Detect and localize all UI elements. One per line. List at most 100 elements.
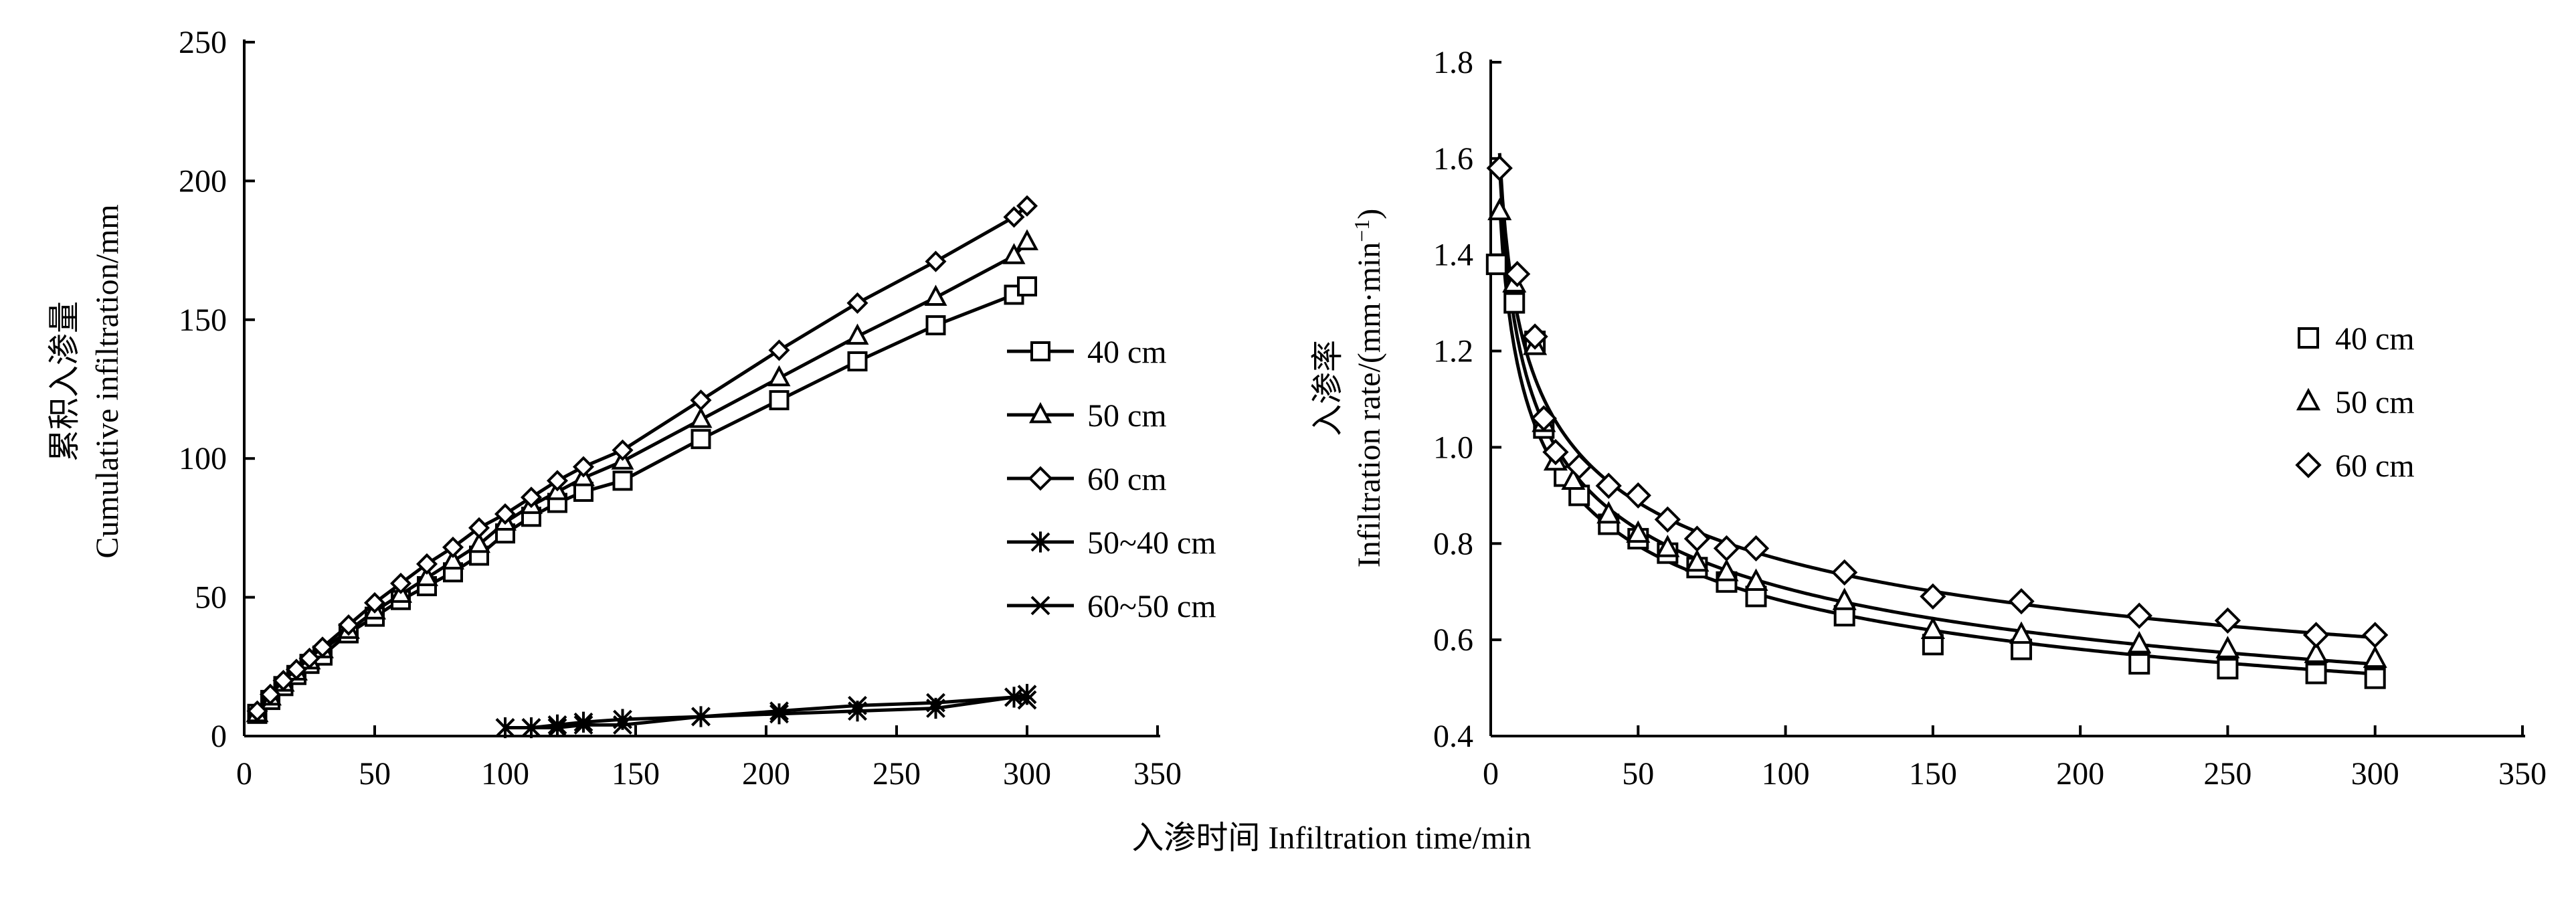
data-point [389, 572, 412, 594]
left-axes: 0 50 100 150 200 250 300 350 0 50 100 150 200 250 [179, 25, 1182, 792]
data-point [1530, 405, 1557, 432]
left-x-tick-label: 300 [1003, 756, 1051, 792]
data-point [1596, 501, 1621, 524]
data-point [1595, 472, 1622, 499]
left-legend: 40 cm 50 cm 60 cm 50~40 cm 60~50 cm [1007, 335, 1216, 624]
right-x-tick-label: 100 [1762, 756, 1810, 792]
right-y-title-cn: 入渗率 [1310, 340, 1346, 436]
legend-marker [1030, 341, 1050, 361]
series-line [256, 204, 1028, 713]
right-y-tick-label: 0.4 [1433, 719, 1473, 754]
data-point [1920, 616, 1945, 639]
left-x-tick-label: 350 [1133, 756, 1182, 792]
right-x-tick-label: 150 [1909, 756, 1957, 792]
data-point [259, 683, 282, 705]
data-point [1654, 506, 1681, 533]
data-point [495, 718, 515, 737]
data-point [613, 715, 632, 735]
data-point [1002, 243, 1026, 264]
data-point [2009, 621, 2034, 644]
data-point [2127, 631, 2152, 654]
left-y-tick-label: 0 [211, 719, 227, 754]
legend-marker [2298, 327, 2319, 349]
left-x-tick-label: 250 [872, 756, 921, 792]
data-point [521, 718, 541, 737]
data-point [546, 470, 569, 492]
data-point [2128, 653, 2150, 675]
legend-item: 60 cm [1007, 462, 1167, 497]
fit-curve [1497, 153, 2375, 640]
legend-label: 60 cm [2335, 448, 2415, 484]
data-point [689, 406, 713, 428]
left-x-tick-label: 100 [481, 756, 529, 792]
data-point [547, 718, 567, 737]
cumulative-infiltration-chart: 0 50 100 150 200 250 300 350 0 50 100 150 200 250 40 … [47, 25, 1216, 792]
legend-marker [1029, 401, 1052, 424]
data-point [846, 323, 869, 345]
data-point [547, 714, 567, 736]
data-point [494, 503, 517, 525]
legend-marker [2295, 452, 2322, 478]
right-y-tick-label: 0.8 [1433, 526, 1473, 561]
left-y-tick-label: 250 [179, 25, 227, 60]
legend-item: 50~40 cm [1007, 525, 1216, 561]
data-point [1017, 276, 1037, 297]
data-point [1832, 588, 1857, 610]
right-y-tick-label: 1.2 [1433, 334, 1473, 369]
data-point [2008, 588, 2035, 615]
data-point [1744, 568, 1768, 592]
left-x-tick-label: 200 [742, 756, 790, 792]
right-legend: 40 cm 50 cm 60 cm [2295, 321, 2415, 484]
data-point [298, 647, 320, 669]
right-y-title-en: Infiltration rate/(mm·min−1) [1350, 209, 1387, 568]
data-point [2215, 636, 2240, 658]
data-point [691, 707, 711, 727]
data-point [2217, 658, 2239, 680]
data-point [924, 284, 947, 306]
legend-label: 50~40 cm [1087, 525, 1216, 561]
left-x-tick-label: 50 [359, 756, 391, 792]
legend-item: 50 cm [1007, 398, 1167, 434]
data-point [2126, 602, 2152, 629]
infiltration-rate-chart: 0 50 100 150 200 250 300 350 0.4 0.6 0.8 1.0 1.2 1.4 1… [1310, 45, 2547, 792]
data-point [926, 693, 945, 713]
right-y-tick-label: 1.8 [1433, 45, 1473, 80]
data-point [468, 517, 490, 539]
right-y-tick-label: 1.4 [1433, 238, 1473, 273]
data-point [1542, 438, 1569, 466]
data-point [1486, 155, 1513, 181]
data-point [1503, 292, 1526, 314]
right-y-tick-label: 1.0 [1433, 430, 1473, 465]
data-point [2305, 662, 2327, 685]
legend-label: 50 cm [1087, 398, 1167, 434]
data-point [2304, 640, 2328, 663]
left-y-tick-label: 100 [179, 441, 227, 476]
right-x-tick-label: 0 [1483, 756, 1499, 792]
right-series-layer [1485, 155, 2389, 689]
data-point [1504, 260, 1531, 288]
right-y-title-en-sup: −1 [1350, 219, 1374, 242]
data-point [1561, 467, 1586, 490]
data-point [1003, 206, 1025, 228]
right-axes: 0 50 100 150 200 250 300 350 0.4 0.6 0.8 1.0 1.2 1.4 1… [1433, 45, 2547, 792]
right-y-tick-label: 0.6 [1433, 622, 1473, 658]
data-point [767, 365, 791, 387]
data-point [1566, 453, 1592, 480]
left-y-tick-label: 150 [179, 302, 227, 338]
data-point [1485, 254, 1507, 276]
data-point [416, 553, 438, 575]
legend-item: 60~50 cm [1007, 589, 1216, 624]
left-x-tick-label: 150 [612, 756, 660, 792]
data-point [337, 614, 360, 636]
data-point [311, 636, 334, 658]
data-point [1522, 323, 1548, 350]
left-y-tick-label: 50 [195, 580, 227, 616]
data-point [468, 531, 490, 553]
data-point [285, 658, 308, 681]
right-x-tick-label: 300 [2351, 756, 2399, 792]
right-y-title-en-main: Infiltration rate/(mm·min [1352, 242, 1387, 568]
data-point [1625, 482, 1651, 509]
data-point [691, 429, 711, 450]
right-x-tick-label: 350 [2498, 756, 2547, 792]
right-x-tick-label: 200 [2056, 756, 2104, 792]
